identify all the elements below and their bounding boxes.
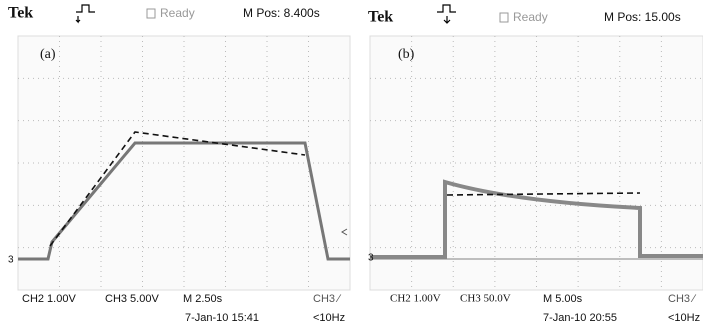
panel-label: (a) <box>40 47 56 62</box>
ch3-scale: CH3 5.00V <box>105 293 159 305</box>
channel-marker: 3 <box>8 255 14 266</box>
ch2-scale: CH2 1.00V <box>22 293 76 305</box>
scope-a: Tek Ready M Pos: 8.400s (a) 3 CH2 1.00V … <box>8 5 350 323</box>
status: Ready <box>513 10 548 24</box>
ch2-scale: CH2 1.00V <box>390 293 441 305</box>
timebase: M 2.50s <box>183 293 223 305</box>
trigger: CH3 ∕ <box>668 293 697 305</box>
scope-b: Tek Ready M Pos: 15.00s (b) 3 CH2 1.00V … <box>368 5 703 323</box>
trigger: CH3 ∕ <box>313 293 342 305</box>
position: M Pos: 8.400s <box>243 6 320 20</box>
frequency: <10Hz <box>668 312 700 323</box>
position: M Pos: 15.00s <box>604 10 681 24</box>
ch3-scale: CH3 50.0V <box>460 293 511 305</box>
page: Tek Ready M Pos: 8.400s (a) 3 CH2 1.00V … <box>0 0 703 323</box>
timebase: M 5.00s <box>543 293 583 305</box>
date: 7-Jan-10 15:41 <box>185 312 259 323</box>
panel-label: (b) <box>398 47 415 62</box>
date: 7-Jan-10 20:55 <box>543 312 617 323</box>
channel-marker: 3 <box>368 253 374 264</box>
frequency: <10Hz <box>313 312 345 323</box>
brand: Tek <box>368 9 393 26</box>
status: Ready <box>160 6 195 20</box>
brand: Tek <box>8 5 33 22</box>
